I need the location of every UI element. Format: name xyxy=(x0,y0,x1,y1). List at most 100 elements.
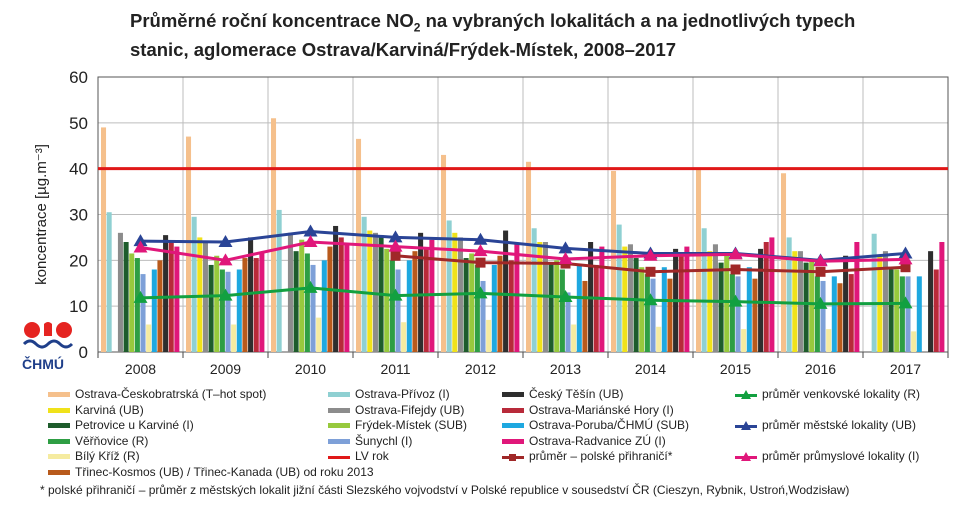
bar xyxy=(712,244,718,352)
series-point xyxy=(303,224,318,237)
bar xyxy=(469,253,475,352)
series-point xyxy=(558,241,573,254)
logo-text: ČHMÚ xyxy=(22,356,64,372)
x-tick-label: 2014 xyxy=(635,361,666,377)
bar xyxy=(696,168,702,352)
bar xyxy=(644,274,650,352)
bar xyxy=(327,246,333,352)
y-tick-label: 60 xyxy=(69,68,88,87)
series-point xyxy=(303,235,318,247)
bar xyxy=(508,260,514,352)
bar xyxy=(497,255,503,352)
series-point xyxy=(813,254,828,267)
bar xyxy=(848,274,854,352)
bar xyxy=(797,251,803,352)
bar xyxy=(933,269,939,352)
bar xyxy=(106,212,112,352)
series-point xyxy=(133,234,148,247)
bar xyxy=(814,276,820,352)
bar xyxy=(117,232,123,352)
bar xyxy=(463,258,469,352)
bar xyxy=(208,264,214,352)
bar xyxy=(633,258,639,352)
series-point xyxy=(728,247,743,260)
bar xyxy=(582,280,588,352)
bar xyxy=(299,239,305,352)
bar xyxy=(792,251,798,352)
bar xyxy=(826,329,832,352)
series-point xyxy=(558,290,573,302)
bar xyxy=(474,264,480,352)
y-tick-label: 10 xyxy=(69,297,88,316)
bar xyxy=(231,324,237,352)
bar xyxy=(287,232,293,352)
bar xyxy=(735,276,741,352)
x-tick-label: 2015 xyxy=(720,361,751,377)
bar xyxy=(316,317,322,352)
series-point xyxy=(730,264,741,275)
series-point xyxy=(728,294,743,307)
bar xyxy=(809,260,815,352)
bar xyxy=(304,253,310,352)
bar xyxy=(151,269,157,352)
bar xyxy=(639,267,645,352)
bar xyxy=(684,246,690,352)
x-tick-label: 2016 xyxy=(805,361,836,377)
bar xyxy=(384,248,390,352)
bar xyxy=(174,246,180,352)
bar xyxy=(293,251,299,352)
bar xyxy=(480,280,486,352)
bar xyxy=(576,264,582,352)
bar xyxy=(367,230,373,352)
bar xyxy=(854,242,860,352)
bar xyxy=(871,233,877,352)
bar xyxy=(219,269,225,352)
bar xyxy=(423,248,429,352)
bar xyxy=(389,260,395,352)
x-tick-label: 2017 xyxy=(890,361,921,377)
bar xyxy=(441,154,447,352)
y-tick-label: 20 xyxy=(69,251,88,270)
bar xyxy=(837,283,843,352)
series-point xyxy=(133,290,148,303)
series-point xyxy=(900,262,911,273)
series-point xyxy=(558,251,573,264)
bar xyxy=(559,269,565,352)
bar xyxy=(134,258,140,352)
title-line2: stanic, aglomerace Ostrava/Karviná/Frýde… xyxy=(130,38,677,60)
bar xyxy=(763,242,769,352)
bar xyxy=(186,136,192,352)
bar xyxy=(746,267,752,352)
series-point xyxy=(475,257,486,268)
series-point xyxy=(643,248,658,261)
bar xyxy=(724,255,730,352)
bar xyxy=(395,269,401,352)
x-tick-label: 2009 xyxy=(210,361,241,377)
bar xyxy=(418,232,424,352)
bar xyxy=(667,278,673,352)
title-line1-suffix: na vybraných lokalitách a na jednotlivýc… xyxy=(420,10,856,31)
series-point xyxy=(388,230,403,243)
series-point xyxy=(388,288,403,301)
bar xyxy=(146,324,152,352)
chart-title: Průměrné roční koncentrace NO2 na vybran… xyxy=(130,10,960,60)
bar xyxy=(338,237,344,352)
bar xyxy=(548,262,554,352)
bar xyxy=(882,251,888,352)
bar xyxy=(101,127,107,353)
plot-frame xyxy=(97,76,949,353)
bar xyxy=(571,324,577,352)
series-point xyxy=(473,232,488,245)
bar xyxy=(939,242,945,352)
bar xyxy=(531,228,537,352)
x-tick-label: 2008 xyxy=(125,361,156,377)
chmu-logo xyxy=(22,322,74,349)
bar xyxy=(163,235,169,352)
bar xyxy=(276,209,282,352)
series-line xyxy=(140,286,906,306)
bar xyxy=(446,220,452,352)
bar xyxy=(905,276,911,352)
y-tick-label: 30 xyxy=(69,206,88,225)
bar xyxy=(656,326,662,352)
